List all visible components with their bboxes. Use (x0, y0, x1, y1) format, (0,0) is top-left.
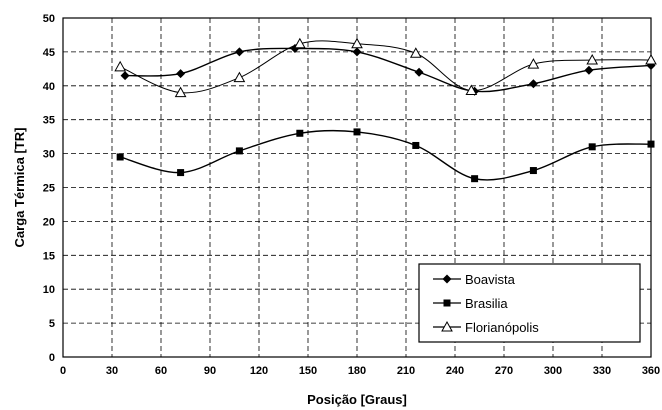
legend-marker-boavista (442, 274, 452, 284)
x-tick-label: 150 (299, 365, 317, 377)
legend-marker-brasilia (443, 299, 451, 307)
data-point-boavista (176, 69, 186, 79)
x-tick-label: 300 (544, 365, 562, 377)
y-tick-label: 25 (43, 183, 55, 195)
data-point-brasilia (412, 141, 420, 149)
series-florianopolis (114, 37, 657, 98)
x-tick-label: 60 (155, 365, 167, 377)
x-tick-label: 90 (204, 365, 216, 377)
x-tick-label: 0 (60, 365, 66, 377)
data-point-brasilia (647, 140, 655, 148)
data-point-florianopolis (114, 60, 127, 72)
legend-label-florianopolis: Florianópolis (465, 320, 539, 335)
series-brasilia (116, 128, 655, 183)
data-point-florianopolis (409, 47, 422, 58)
data-point-brasilia (235, 147, 243, 155)
plot-frame (62, 17, 652, 358)
y-tick-label: 10 (43, 284, 55, 296)
legend-label-brasilia: Brasilia (465, 296, 508, 311)
data-point-brasilia (588, 143, 596, 151)
data-point-boavista (120, 71, 130, 81)
data-point-boavista (528, 79, 538, 89)
series-line-brasilia (119, 129, 652, 181)
data-point-brasilia (353, 128, 361, 136)
y-tick-label: 45 (43, 47, 55, 59)
y-tick-label: 30 (43, 149, 55, 161)
y-tick-label: 20 (43, 216, 55, 228)
y-axis-label: Carga Térmica [TR] (12, 128, 27, 248)
data-point-brasilia (177, 169, 185, 177)
data-point-florianopolis (174, 86, 187, 98)
data-point-florianopolis (527, 58, 540, 69)
series-layer (114, 37, 657, 183)
y-tick-label: 15 (43, 250, 55, 262)
data-point-boavista (584, 65, 594, 75)
y-tick-label: 50 (43, 13, 55, 25)
y-tick-label: 40 (43, 81, 55, 93)
series-line-florianopolis (119, 40, 652, 94)
x-tick-label: 330 (593, 365, 611, 377)
data-point-brasilia (116, 153, 124, 161)
data-point-florianopolis (351, 37, 363, 49)
data-point-florianopolis (293, 37, 306, 49)
x-tick-label: 270 (495, 365, 513, 377)
legend: Boavista Brasilia Florianópolis (418, 263, 641, 343)
data-point-boavista (234, 47, 244, 57)
x-tick-label: 210 (397, 365, 415, 377)
data-point-florianopolis (645, 54, 657, 65)
data-point-boavista (414, 67, 424, 77)
legend-item-brasilia: Brasilia (433, 296, 508, 311)
x-tick-label: 240 (446, 365, 464, 377)
legend-item-florianopolis: Florianópolis (433, 320, 539, 335)
data-point-florianopolis (465, 84, 478, 96)
y-tick-label: 5 (49, 318, 55, 330)
data-point-brasilia (471, 175, 479, 183)
x-axis-ticks: 0 30 60 90 120 150 180 210 240 270 300 330 360 (60, 365, 660, 377)
grid (63, 18, 651, 357)
y-tick-label: 35 (43, 115, 55, 127)
legend-marker-florianopolis (441, 320, 453, 332)
data-point-florianopolis (586, 54, 599, 65)
x-axis-label: Posição [Graus] (307, 392, 407, 407)
y-axis-ticks: 0 5 10 15 20 25 30 35 40 45 50 (43, 13, 55, 364)
x-tick-label: 30 (106, 365, 118, 377)
data-point-boavista (352, 47, 362, 57)
y-tick-label: 0 (49, 352, 55, 364)
data-point-brasilia (296, 129, 304, 137)
x-tick-label: 180 (348, 365, 366, 377)
legend-item-boavista: Boavista (433, 272, 516, 287)
data-point-brasilia (529, 167, 537, 175)
x-tick-label: 360 (642, 365, 660, 377)
series-line-boavista (125, 47, 652, 93)
x-tick-label: 120 (250, 365, 268, 377)
legend-label-boavista: Boavista (465, 272, 516, 287)
data-point-florianopolis (233, 71, 246, 83)
